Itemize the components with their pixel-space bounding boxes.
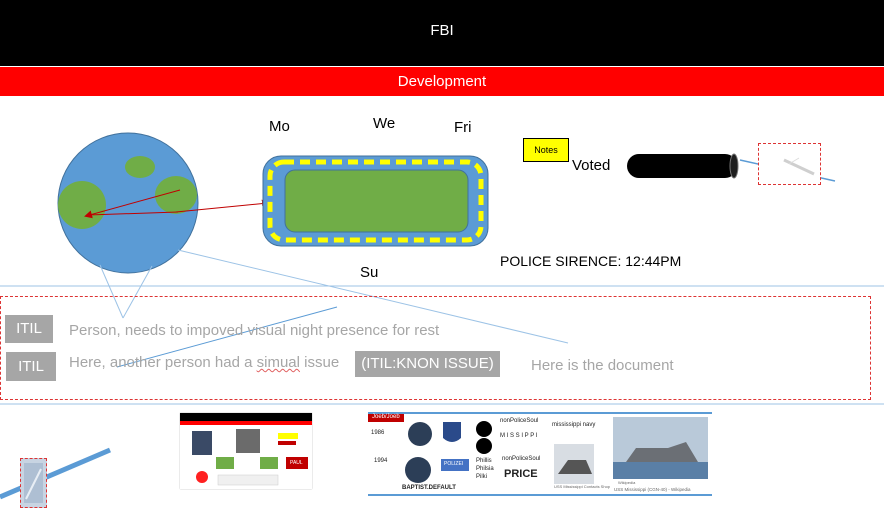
small-image [20,458,47,508]
globe-icon [57,132,199,274]
collage-label: M I S S I P P I [500,433,538,439]
collage-caption: USS Mississippi Contacts Shop [554,484,611,489]
header-bar [0,0,884,66]
collage-thumbnail[interactable]: Joeb/Joeb 1986 1994 nonPoliceSoul M I S … [368,412,712,497]
itil-row-text: Here, another person had a simual issue [69,354,340,371]
development-banner [0,67,884,96]
header-title: FBI [430,22,454,39]
collage-label: Philsia [476,466,494,472]
knon-issue-badge: (ITIL:KNON ISSUE) [355,351,500,377]
slide-thumbnail[interactable]: PAUL [180,413,312,489]
thumb1-badge: PAUL [290,460,303,466]
collage-label: Pilki [476,474,488,480]
board-shape [262,155,489,247]
collage-label: Phillis [476,458,492,464]
day-fri: Fri [454,119,472,136]
day-mo: Mo [269,118,290,135]
collage-label: nonPoliceSoul [502,456,541,462]
itil-frame [0,296,871,400]
notes-sticky[interactable]: Notes [523,138,569,162]
day-su: Su [360,264,379,281]
voted-label: Voted [572,157,611,174]
police-sirence-text: POLICE SIRENCE: 12:44PM [500,253,682,269]
cylinder-shape [627,153,739,179]
document-link[interactable]: Here is the document [531,357,674,374]
itil-tag: ITIL [5,315,53,343]
collage-label: nonPoliceSoul [500,418,539,424]
collage-year: 1986 [371,430,385,436]
itil-tag: ITIL [6,352,56,381]
collage-caption: USS Mississippi (CGN-40) - Wikipedia [614,487,691,492]
collage-year: 1994 [374,458,388,464]
collage-price: PRICE [504,468,538,480]
collage-label: POLIZEI [444,461,464,467]
sketch-image [758,143,821,185]
collage-label: BAPTIST.DEFAULT [402,485,456,491]
itil-row-text: Person, needs to impoved visual night pr… [69,322,440,339]
day-we: We [373,115,396,132]
collage-label: mississippi navy [552,422,596,428]
development-title: Development [397,73,487,90]
collage-caption: Wikipedia [618,480,636,485]
collage-header: Joeb/Joeb [372,414,400,420]
